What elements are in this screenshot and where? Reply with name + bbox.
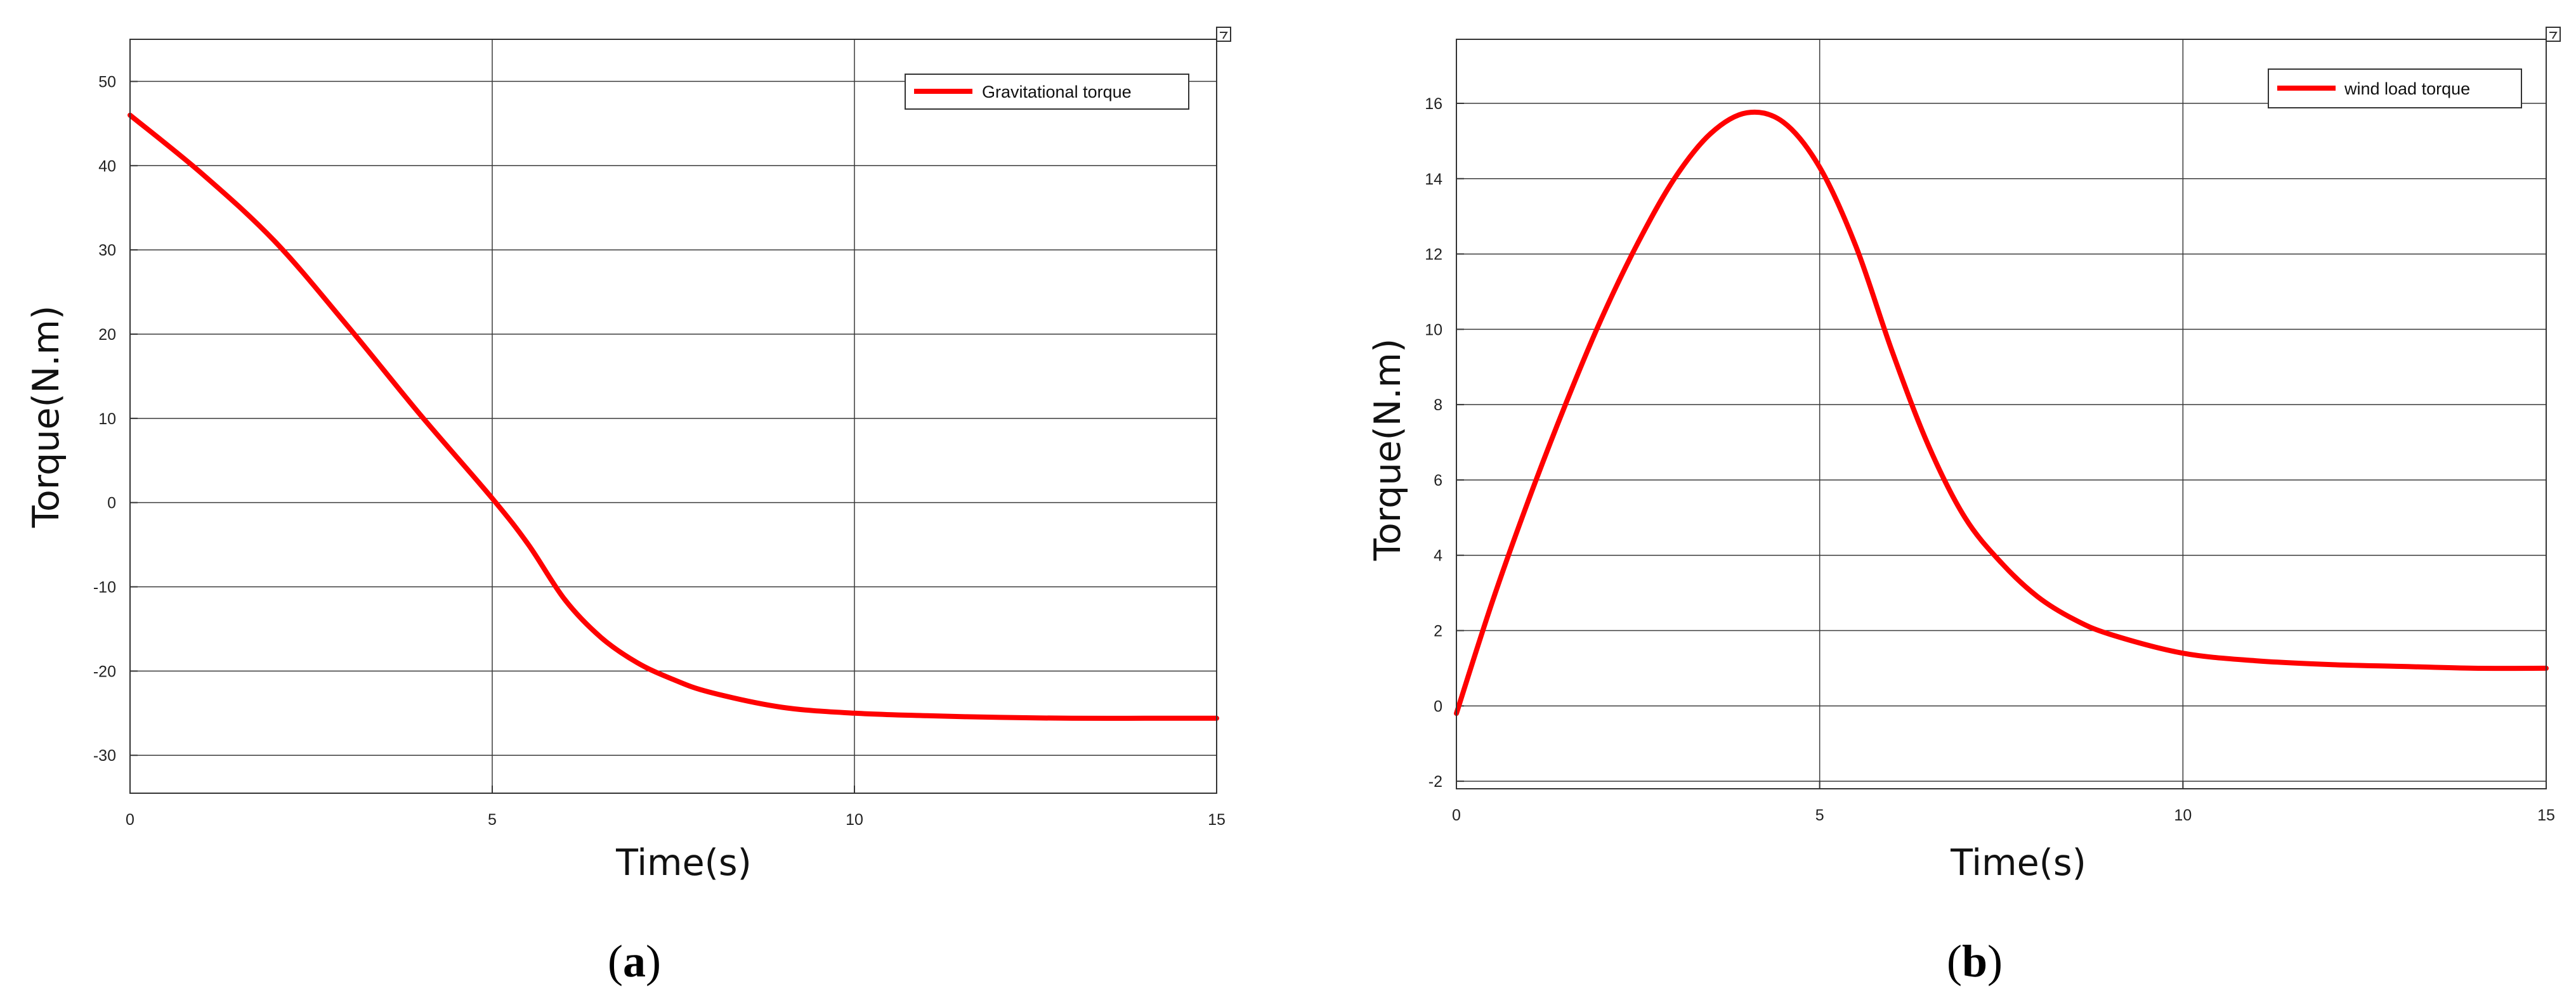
chart-b-xtick-label: 0	[1452, 807, 1461, 824]
chart-a-ytick-label: -20	[93, 663, 116, 680]
chart-b-ytick-label: 8	[1434, 396, 1442, 414]
chart-b-corner-icon	[2546, 27, 2561, 42]
chart-a-legend: Gravitational torque	[905, 74, 1189, 110]
chart-b-legend-label: wind load torque	[2344, 79, 2470, 98]
chart-a-corner-icon	[1216, 27, 1231, 42]
chart-a-ticks: -30 -20 -10 0 10 20 30 40 50 0 5 10 15	[93, 73, 1226, 829]
chart-a-ylabel: Torque(N.m)	[25, 306, 67, 529]
chart-b-ytick-label: 10	[1425, 321, 1442, 339]
chart-b-ytick-label: 2	[1434, 623, 1442, 640]
chart-b-xtick-label: 10	[2174, 807, 2192, 824]
chart-a-legend-label: Gravitational torque	[982, 82, 1132, 101]
chart-a-series-line	[127, 112, 1219, 721]
chart-a-xtick-label: 15	[1208, 811, 1226, 829]
chart-a-ytick-label: 40	[98, 157, 116, 175]
chart-b-ytick-label: 16	[1425, 95, 1442, 113]
chart-a-caption: (a)	[608, 936, 661, 987]
chart-b-xlabel: Time(s)	[1950, 842, 2086, 884]
chart-b-series	[1454, 109, 2549, 716]
chart-b-legend: wind load torque	[2268, 68, 2522, 108]
chart-a-plot-frame	[129, 39, 1217, 794]
chart-b-series-line	[1454, 109, 2549, 716]
chart-b-caption-letter: b	[1962, 936, 1987, 987]
chart-a-ytick-label: -30	[93, 747, 116, 765]
chart-a-ytick-label: 20	[98, 326, 116, 344]
chart-a-ytick-label: 10	[98, 410, 116, 428]
chart-b-ytick-label: 12	[1425, 246, 1442, 264]
chart-b-ytick-label: 14	[1425, 171, 1442, 188]
chart-b-plot-frame	[1456, 39, 2547, 789]
chart-b-ytick-label: 0	[1434, 697, 1442, 715]
chart-a-grid	[130, 39, 1217, 793]
chart-b-ytick-label: 4	[1434, 547, 1442, 565]
chart-a-xlabel: Time(s)	[615, 842, 752, 884]
chart-b-ticks: -2 0 2 4 6 8 10 12 14 16 0 5 10 15	[1425, 95, 2555, 824]
chart-a-xtick-label: 0	[126, 811, 134, 829]
chart-b-xtick-label: 5	[1815, 807, 1824, 824]
chart-a-caption-letter: a	[623, 936, 646, 987]
chart-a: -30 -20 -10 0 10 20 30 40 50 0 5 10 15 Gravitational…	[25, 27, 1231, 987]
chart-a-xtick-label: 10	[846, 811, 863, 829]
chart-b: -2 0 2 4 6 8 10 12 14 16 0 5 10 15 wind load torque T…	[1367, 27, 2561, 987]
chart-a-series	[127, 112, 1219, 721]
chart-b-ytick-label: 6	[1434, 472, 1442, 489]
chart-a-ytick-label: -10	[93, 579, 116, 597]
chart-a-ytick-label: 30	[98, 242, 116, 259]
chart-a-ytick-label: 0	[107, 495, 116, 512]
chart-b-xtick-label: 15	[2537, 807, 2555, 824]
chart-b-ylabel: Torque(N.m)	[1367, 339, 1409, 562]
chart-a-ytick-label: 50	[98, 73, 116, 91]
chart-a-xtick-label: 5	[488, 811, 497, 829]
chart-b-ytick-label: -2	[1429, 773, 1442, 791]
chart-b-caption: (b)	[1947, 936, 2003, 987]
